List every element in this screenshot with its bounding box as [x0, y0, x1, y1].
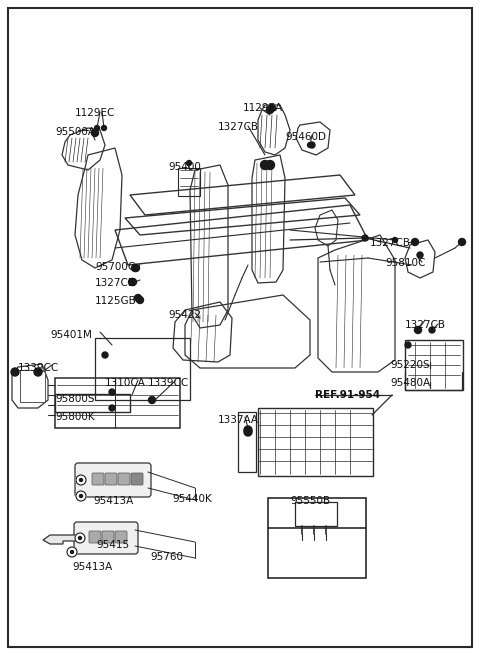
Text: 1327CB: 1327CB: [405, 320, 446, 330]
Text: 95415: 95415: [96, 540, 129, 550]
Bar: [178, 168, 200, 196]
Circle shape: [76, 491, 86, 501]
Text: 1327CB: 1327CB: [370, 238, 411, 248]
Circle shape: [67, 547, 77, 557]
Text: 1327CB: 1327CB: [95, 278, 136, 288]
Circle shape: [102, 352, 108, 358]
Bar: [295, 502, 337, 526]
Bar: [20, 370, 45, 402]
Circle shape: [261, 160, 269, 170]
Circle shape: [415, 326, 421, 333]
Circle shape: [148, 396, 156, 403]
Text: 95422: 95422: [168, 310, 201, 320]
Circle shape: [266, 107, 274, 113]
Circle shape: [244, 426, 252, 434]
Bar: [95, 338, 190, 400]
Bar: [405, 340, 463, 390]
Circle shape: [458, 238, 466, 246]
Text: 1310CA: 1310CA: [105, 378, 146, 388]
Circle shape: [76, 475, 86, 485]
Text: 95400: 95400: [168, 162, 201, 172]
Text: 95700C: 95700C: [95, 262, 135, 272]
Bar: [258, 408, 373, 476]
Circle shape: [11, 368, 19, 376]
Text: 95401M: 95401M: [50, 330, 92, 340]
Circle shape: [109, 389, 115, 395]
Circle shape: [80, 479, 83, 481]
Text: 95800K: 95800K: [55, 412, 95, 422]
FancyBboxPatch shape: [102, 531, 114, 543]
Circle shape: [101, 126, 107, 130]
Text: 95550B: 95550B: [290, 496, 330, 506]
Circle shape: [130, 278, 136, 286]
Circle shape: [95, 126, 99, 130]
FancyBboxPatch shape: [75, 463, 151, 497]
Circle shape: [308, 143, 312, 147]
FancyBboxPatch shape: [118, 473, 130, 485]
Circle shape: [132, 265, 140, 272]
Circle shape: [92, 130, 98, 136]
FancyBboxPatch shape: [92, 473, 104, 485]
Text: 95760: 95760: [150, 552, 183, 562]
FancyBboxPatch shape: [105, 473, 117, 485]
Bar: [268, 498, 366, 578]
Text: 1337AA: 1337AA: [218, 415, 259, 425]
Circle shape: [34, 368, 42, 376]
Bar: [238, 412, 256, 472]
Circle shape: [129, 278, 135, 286]
Bar: [55, 378, 180, 428]
Text: REF.91-954: REF.91-954: [315, 390, 380, 400]
Circle shape: [71, 550, 73, 553]
Circle shape: [429, 327, 435, 333]
Circle shape: [268, 105, 276, 111]
Circle shape: [362, 235, 368, 241]
FancyBboxPatch shape: [89, 531, 101, 543]
Text: 1129EA: 1129EA: [243, 103, 283, 113]
Circle shape: [309, 142, 315, 148]
Text: 95810C: 95810C: [385, 258, 425, 268]
Text: 95800S: 95800S: [55, 394, 95, 404]
Circle shape: [405, 342, 411, 348]
Text: 95480A: 95480A: [390, 378, 430, 388]
Text: 95440K: 95440K: [172, 494, 212, 504]
Text: 95220S: 95220S: [390, 360, 430, 370]
Text: 95413A: 95413A: [72, 562, 112, 572]
Text: 1327CB: 1327CB: [218, 122, 259, 132]
Circle shape: [75, 533, 85, 543]
Circle shape: [136, 297, 144, 303]
Circle shape: [79, 536, 82, 540]
Text: 1129EC: 1129EC: [75, 108, 115, 118]
Circle shape: [187, 160, 192, 166]
Text: 1125GB: 1125GB: [95, 296, 137, 306]
Circle shape: [411, 238, 419, 246]
Circle shape: [80, 495, 83, 498]
Circle shape: [109, 405, 115, 411]
Circle shape: [265, 160, 275, 170]
Text: 95500A: 95500A: [55, 127, 95, 137]
Text: 95460D: 95460D: [285, 132, 326, 142]
Circle shape: [244, 428, 252, 436]
Circle shape: [393, 238, 397, 242]
Bar: [55, 394, 130, 412]
Polygon shape: [43, 535, 77, 544]
Text: 1339CC: 1339CC: [148, 378, 189, 388]
Text: 95413A: 95413A: [93, 496, 133, 506]
Circle shape: [134, 295, 142, 301]
Circle shape: [417, 252, 423, 258]
Text: 1339CC: 1339CC: [18, 363, 59, 373]
FancyBboxPatch shape: [115, 531, 127, 543]
FancyBboxPatch shape: [131, 473, 143, 485]
Circle shape: [132, 265, 139, 272]
FancyBboxPatch shape: [74, 522, 138, 554]
